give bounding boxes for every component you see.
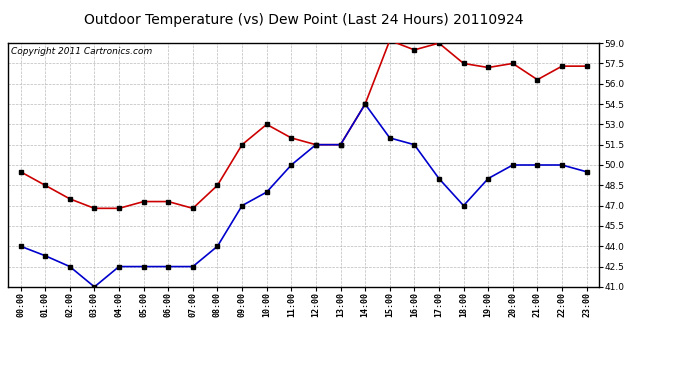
Text: Copyright 2011 Cartronics.com: Copyright 2011 Cartronics.com [11,47,152,56]
Text: Outdoor Temperature (vs) Dew Point (Last 24 Hours) 20110924: Outdoor Temperature (vs) Dew Point (Last… [84,13,523,27]
